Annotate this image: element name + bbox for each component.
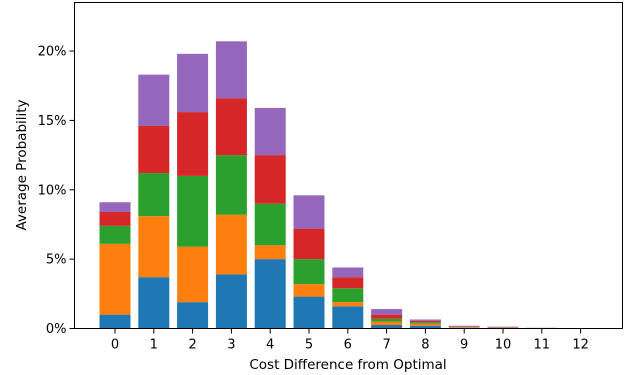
bar-segment-1-series-5 xyxy=(138,74,170,126)
bar-segment-2-series-3 xyxy=(177,175,209,247)
bar-segment-2-series-5 xyxy=(177,53,209,113)
bar-segment-0-series-3 xyxy=(99,225,131,244)
bar-segment-8-series-3 xyxy=(409,322,441,324)
bar-segment-3-series-5 xyxy=(215,41,247,99)
x-axis-ticks: 0 1 2 3 4 5 6 7 8 9 10 11 12 xyxy=(111,328,589,353)
bar-segment-8-series-1 xyxy=(409,325,441,329)
bar-segment-7-series-1 xyxy=(371,325,403,329)
bar-segment-5-series-2 xyxy=(293,284,325,297)
x-tick-label: 3 xyxy=(227,338,235,353)
bar-segment-8-series-4 xyxy=(409,320,441,323)
bar-segment-3-series-2 xyxy=(215,214,247,275)
bar-segment-7-series-5 xyxy=(371,309,403,315)
bar-segment-0-series-1 xyxy=(99,314,131,329)
bar-segment-6-series-1 xyxy=(332,306,364,329)
bar-segment-5-series-1 xyxy=(293,296,325,329)
bar-segment-1-series-2 xyxy=(138,216,170,278)
y-tick-label: 5% xyxy=(46,253,67,268)
bar-segment-3-series-4 xyxy=(215,98,247,156)
bar-segment-1-series-1 xyxy=(138,277,170,329)
bar-segment-6-series-2 xyxy=(332,302,364,307)
y-tick-label: 0% xyxy=(46,322,67,337)
bar-segment-9-series-2 xyxy=(448,327,480,328)
y-axis-label: Average Probability xyxy=(14,99,30,230)
x-tick-label: 12 xyxy=(572,338,589,353)
bar-segment-7-series-4 xyxy=(371,314,403,319)
bars-group xyxy=(99,41,597,329)
bar-segment-4-series-5 xyxy=(254,107,286,156)
bar-segment-5-series-5 xyxy=(293,195,325,229)
x-tick-label: 4 xyxy=(266,338,274,353)
y-tick-label: 10% xyxy=(38,183,67,198)
bar-segment-1-series-4 xyxy=(138,125,170,174)
bar-segment-4-series-2 xyxy=(254,245,286,260)
x-tick-label: 8 xyxy=(421,338,429,353)
bar-segment-0-series-4 xyxy=(99,211,131,226)
x-axis-label: Cost Difference from Optimal xyxy=(249,357,446,373)
bar-segment-1-series-3 xyxy=(138,173,170,217)
plot-frame xyxy=(74,2,623,329)
x-tick-label: 1 xyxy=(150,338,158,353)
bar-segment-6-series-5 xyxy=(332,267,364,278)
bar-segment-2-series-2 xyxy=(177,246,209,303)
x-tick-label: 10 xyxy=(495,338,512,353)
x-tick-label: 5 xyxy=(305,338,313,353)
bar-segment-8-series-5 xyxy=(409,319,441,321)
y-axis-ticks: 0% 5% 10% 15% 20% xyxy=(38,45,75,337)
bar-segment-9-series-5 xyxy=(448,325,480,327)
x-tick-label: 0 xyxy=(111,338,119,353)
x-tick-label: 2 xyxy=(188,338,196,353)
bar-segment-4-series-4 xyxy=(254,155,286,204)
x-tick-label: 6 xyxy=(344,338,352,353)
bar-segment-5-series-3 xyxy=(293,259,325,285)
x-tick-label: 11 xyxy=(534,338,551,353)
bar-segment-6-series-3 xyxy=(332,288,364,303)
bar-segment-0-series-5 xyxy=(99,202,131,212)
bar-segment-4-series-1 xyxy=(254,259,286,329)
bar-segment-8-series-2 xyxy=(409,323,441,326)
bar-segment-7-series-3 xyxy=(371,318,403,322)
y-tick-label: 15% xyxy=(38,114,67,129)
bar-segment-6-series-4 xyxy=(332,277,364,289)
x-tick-label: 7 xyxy=(382,338,390,353)
bar-segment-9-series-4 xyxy=(448,326,480,327)
bar-segment-7-series-2 xyxy=(371,321,403,326)
bar-segment-0-series-2 xyxy=(99,243,131,315)
y-tick-label: 20% xyxy=(38,45,67,60)
x-tick-label: 9 xyxy=(460,338,468,353)
bar-segment-3-series-1 xyxy=(215,274,247,329)
bar-segment-2-series-4 xyxy=(177,112,209,176)
bar-segment-5-series-4 xyxy=(293,228,325,260)
bar-segment-3-series-3 xyxy=(215,155,247,215)
bar-segment-2-series-1 xyxy=(177,302,209,329)
bar-segment-4-series-3 xyxy=(254,203,286,246)
